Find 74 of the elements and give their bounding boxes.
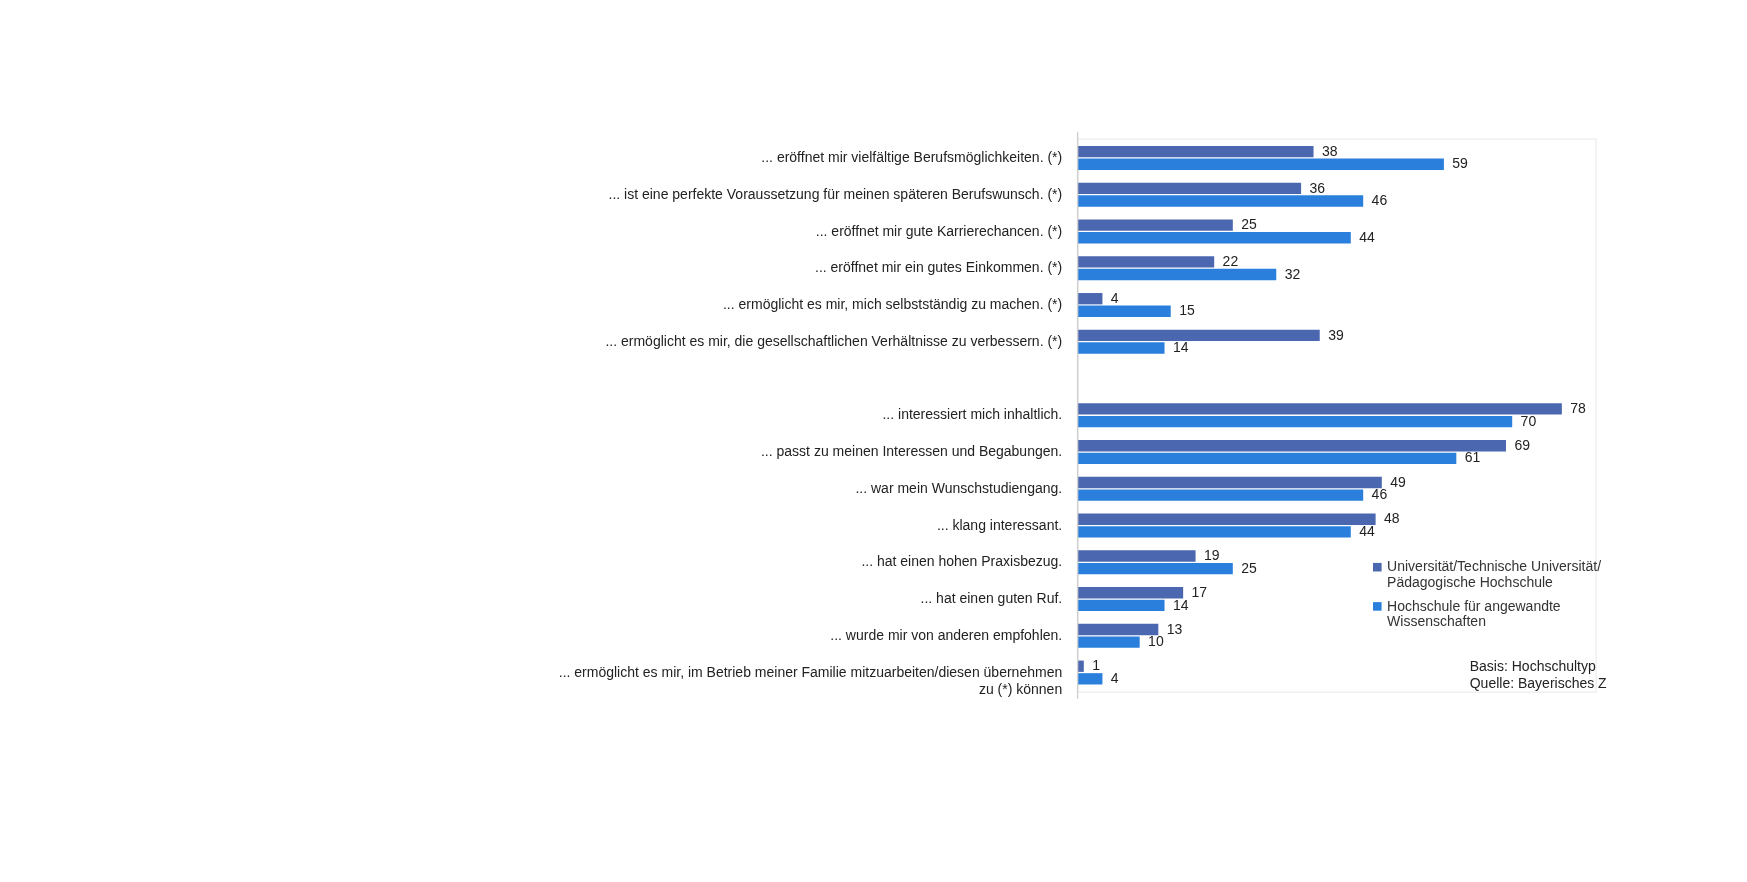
bar bbox=[1077, 305, 1171, 317]
bar bbox=[1077, 452, 1457, 464]
data-label: 19 bbox=[1203, 547, 1220, 564]
bar bbox=[1077, 440, 1506, 452]
data-label: 17 bbox=[1191, 583, 1208, 600]
bar bbox=[1077, 195, 1364, 207]
data-label: 25 bbox=[1241, 216, 1258, 233]
bar bbox=[1077, 219, 1233, 231]
data-label: 46 bbox=[1371, 486, 1388, 503]
y-tick-label: ... eröffnet mir vielfältige Berufsmöglichkeiten. (*) bbox=[761, 149, 1063, 166]
data-label: 13 bbox=[1166, 620, 1183, 637]
data-label: 49 bbox=[1390, 473, 1407, 490]
bar bbox=[1077, 476, 1382, 489]
y-tick-label: ... war mein Wunschstudiengang. bbox=[855, 479, 1063, 496]
bar bbox=[1077, 329, 1320, 342]
data-label: 36 bbox=[1309, 179, 1326, 196]
bar bbox=[1077, 182, 1302, 195]
data-label: 59 bbox=[1452, 155, 1469, 172]
bar bbox=[1077, 268, 1277, 281]
annotation: Basis: Hochschultyp bbox=[1469, 657, 1596, 674]
bar bbox=[1077, 146, 1314, 158]
data-label: 10 bbox=[1148, 633, 1164, 650]
data-label: 61 bbox=[1464, 449, 1481, 466]
bar bbox=[1077, 636, 1140, 648]
y-tick-label: ... passt zu meinen Interessen und Begabungen. bbox=[760, 443, 1063, 460]
bar bbox=[1077, 673, 1103, 685]
data-label: 1 bbox=[1092, 657, 1101, 674]
bar bbox=[1077, 293, 1103, 305]
bar bbox=[1077, 623, 1159, 636]
data-label: 15 bbox=[1179, 302, 1195, 319]
data-label: 38 bbox=[1321, 142, 1338, 159]
bar bbox=[1077, 513, 1376, 525]
bar bbox=[1077, 415, 1513, 428]
data-label: 25 bbox=[1241, 559, 1258, 576]
data-label: 14 bbox=[1172, 596, 1189, 613]
y-tick-label: ... ermöglicht es mir, die gesellschaftlichen Verhältnisse zu verbessern. (*) bbox=[605, 332, 1063, 349]
data-label: 78 bbox=[1570, 400, 1587, 417]
bar bbox=[1077, 489, 1364, 501]
y-tick-label: ... interessiert mich inhaltlich. bbox=[882, 406, 1063, 423]
bar bbox=[1077, 232, 1351, 244]
legend-label: Universität/Technische Universität/ Pädagogische Hochschule bbox=[1387, 558, 1602, 590]
y-tick-label: ... eröffnet mir ein gutes Einkommen. (*) bbox=[815, 259, 1063, 276]
bar bbox=[1077, 256, 1215, 268]
data-label: 69 bbox=[1514, 436, 1531, 453]
data-label: 48 bbox=[1384, 510, 1400, 527]
y-tick-label: ... klang interessant. bbox=[936, 516, 1063, 533]
y-tick-label: ... ermöglicht es mir, im Betrieb meiner Familie mitzuarbeiten/diesen übernehmen zu (*) können bbox=[558, 663, 1063, 698]
y-tick-label: ... eröffnet mir gute Karrierechancen. (*) bbox=[815, 222, 1063, 239]
legend-label: Hochschule für angewandte Wissenschaften bbox=[1387, 597, 1561, 630]
y-tick-label: ... ermöglicht es mir, mich selbstständig zu machen. (*) bbox=[722, 296, 1063, 313]
bar bbox=[1077, 526, 1351, 538]
bar bbox=[1077, 158, 1444, 170]
annotation: Quelle: Bayerisches Z bbox=[1469, 674, 1608, 691]
data-label: 44 bbox=[1359, 523, 1375, 539]
bar bbox=[1077, 587, 1184, 599]
data-label: 70 bbox=[1520, 412, 1537, 429]
data-label: 14 bbox=[1172, 339, 1189, 356]
data-label: 32 bbox=[1284, 265, 1301, 282]
y-tick-label: ... hat einen guten Ruf. bbox=[920, 590, 1063, 607]
y-tick-label: ... wurde mir von anderen empfohlen. bbox=[830, 626, 1063, 643]
data-label: 39 bbox=[1328, 326, 1344, 343]
data-label: 44 bbox=[1359, 228, 1375, 245]
bar bbox=[1077, 342, 1165, 354]
data-label: 46 bbox=[1371, 192, 1388, 209]
bar bbox=[1077, 599, 1165, 611]
y-tick-label: ... hat einen hohen Praxisbezug. bbox=[861, 553, 1063, 570]
data-label: 22 bbox=[1222, 253, 1239, 270]
y-tick-label: ... ist eine perfekte Voraussetzung für meinen späteren Berufswunsch. (*) bbox=[608, 185, 1063, 202]
bar bbox=[1077, 550, 1196, 562]
data-label: 4 bbox=[1110, 670, 1119, 687]
bar bbox=[1077, 660, 1084, 672]
bar bbox=[1077, 562, 1233, 575]
data-label: 4 bbox=[1110, 289, 1119, 306]
bar bbox=[1077, 403, 1562, 415]
